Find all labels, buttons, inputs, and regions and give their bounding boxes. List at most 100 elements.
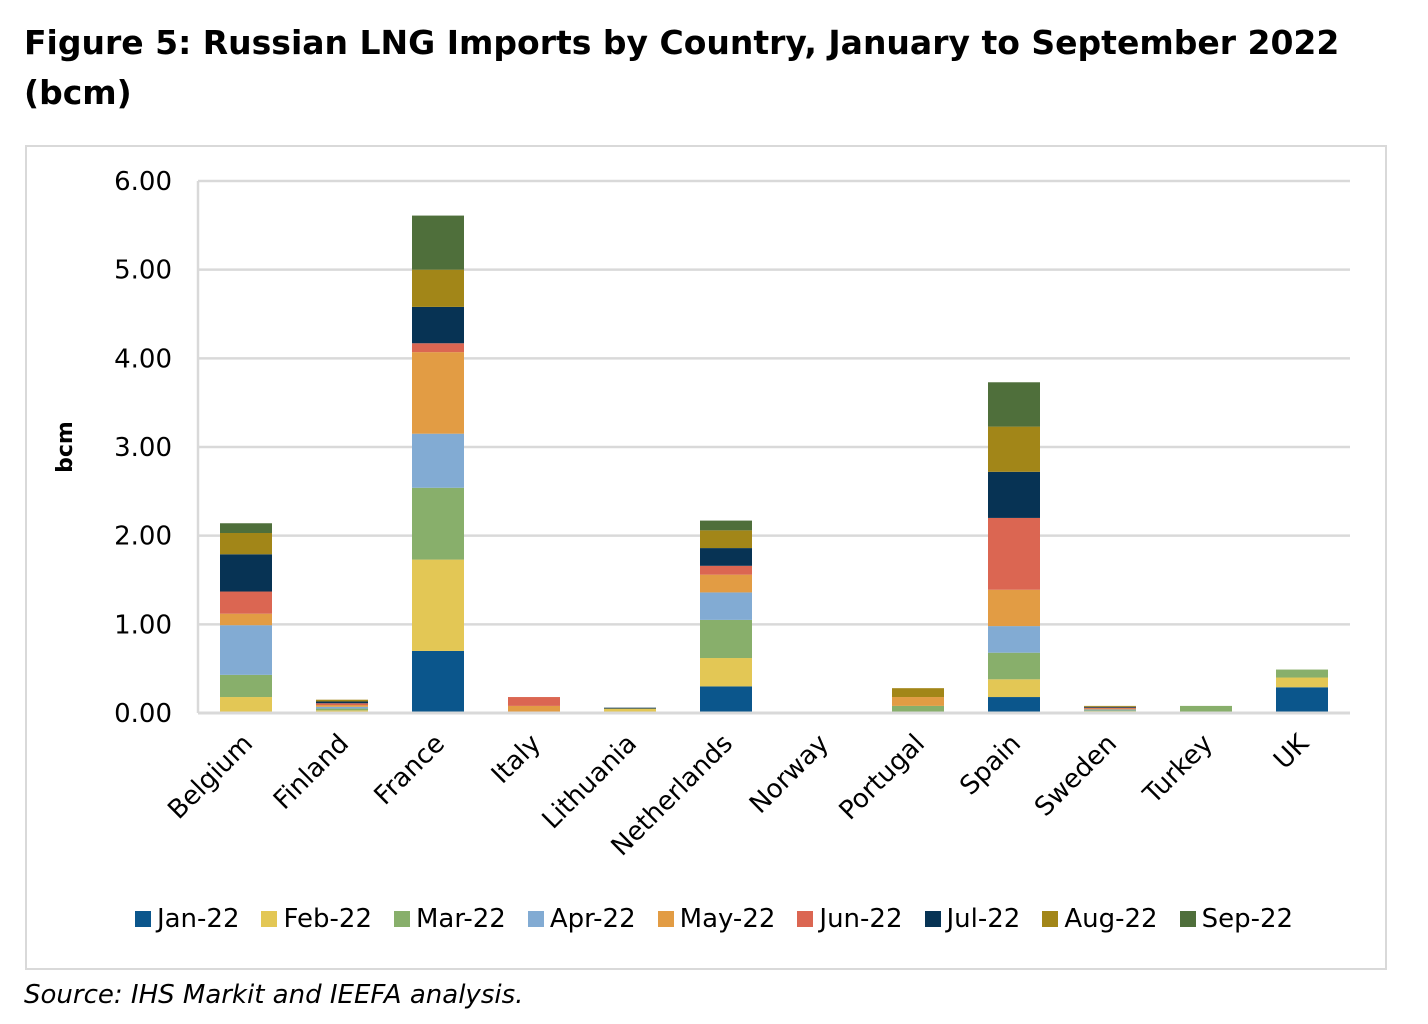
legend-item: Mar-22 <box>393 904 506 934</box>
bar-spain-jan-22 <box>988 697 1040 713</box>
bar-france-sep-22 <box>412 215 464 270</box>
bar-france-aug-22 <box>412 269 464 307</box>
source-note: Source: IHS Markit and IEEFA analysis. <box>24 980 524 1010</box>
chart-title: Figure 5: Russian LNG Imports by Country… <box>24 23 1340 112</box>
bar-netherlands-jun-22 <box>700 565 752 575</box>
bar-spain-sep-22 <box>988 382 1040 427</box>
x-tick-label: Norway <box>744 729 835 820</box>
legend-label: Sep-22 <box>1201 904 1294 934</box>
bar-sweden-may-22 <box>1084 708 1136 710</box>
x-tick-label: UK <box>1268 728 1315 775</box>
legend-swatch <box>797 911 814 927</box>
y-tick-label: 0.00 <box>114 699 172 729</box>
legend-swatch <box>134 911 151 927</box>
bar-spain-may-22 <box>988 589 1040 627</box>
bar-belgium-apr-22 <box>220 625 272 675</box>
x-tick-label: Sweden <box>1029 729 1123 823</box>
bar-portugal-mar-22 <box>892 705 944 713</box>
y-tick-label: 3.00 <box>114 433 172 463</box>
legend-swatch <box>393 911 410 927</box>
bar-sweden-jun-22 <box>1084 707 1136 709</box>
bar-sweden-mar-22 <box>1084 710 1136 712</box>
bar-finland-may-22 <box>316 705 368 707</box>
legend-item: Jun-22 <box>797 904 903 934</box>
y-tick-label: 5.00 <box>114 256 172 286</box>
bar-france-feb-22 <box>412 559 464 651</box>
bar-finland-aug-22 <box>316 699 368 702</box>
legend-swatch <box>924 911 941 927</box>
x-tick-label: Turkey <box>1137 729 1219 811</box>
legend-item: Sep-22 <box>1179 904 1294 934</box>
legend-item: May-22 <box>657 904 776 934</box>
bar-lithuania-jul-22 <box>604 707 656 709</box>
bar-finland-apr-22 <box>316 706 368 709</box>
x-tick-label: Belgium <box>162 729 259 826</box>
bar-spain-aug-22 <box>988 426 1040 472</box>
bar-france-jan-22 <box>412 650 464 713</box>
legend-label: Feb-22 <box>283 904 372 934</box>
bar-spain-jun-22 <box>988 517 1040 590</box>
y-tick-label: 1.00 <box>114 610 172 640</box>
bar-france-apr-22 <box>412 433 464 488</box>
bar-spain-feb-22 <box>988 679 1040 698</box>
bar-netherlands-aug-22 <box>700 530 752 549</box>
bar-belgium-may-22 <box>220 613 272 626</box>
legend-swatch <box>657 911 674 927</box>
legend-label: Jul-22 <box>946 904 1021 934</box>
y-tick-label: 2.00 <box>114 522 172 552</box>
bar-netherlands-jan-22 <box>700 686 752 713</box>
bar-uk-feb-22 <box>1276 677 1328 688</box>
bar-netherlands-feb-22 <box>700 658 752 687</box>
bar-italy-jun-22 <box>508 697 560 706</box>
legend-item: Apr-22 <box>527 904 636 934</box>
x-tick-label: Portugal <box>834 729 931 826</box>
bar-france-may-22 <box>412 352 464 434</box>
bar-belgium-feb-22 <box>220 697 272 713</box>
legend-swatch <box>1042 911 1059 927</box>
x-tick-label: Spain <box>954 729 1027 802</box>
legend-item: Jul-22 <box>924 904 1021 934</box>
y-axis-label: bcm <box>53 421 78 473</box>
bar-netherlands-sep-22 <box>700 520 752 531</box>
bar-belgium-jul-22 <box>220 554 272 592</box>
bar-belgium-mar-22 <box>220 674 272 698</box>
bar-france-jun-22 <box>412 343 464 353</box>
legend-item: Jan-22 <box>134 904 240 934</box>
bar-netherlands-apr-22 <box>700 592 752 620</box>
bar-sweden-jul-22 <box>1084 706 1136 708</box>
legend-item: Feb-22 <box>261 904 372 934</box>
bar-belgium-aug-22 <box>220 533 272 555</box>
x-tick-label: Finland <box>268 729 355 816</box>
bar-finland-mar-22 <box>316 708 368 711</box>
x-tick-label: Italy <box>486 729 547 790</box>
bar-uk-jan-22 <box>1276 687 1328 713</box>
legend: Jan-22 Feb-22 Mar-22 Apr-22 May-22 Jun-22 Jul-… <box>0 904 1428 934</box>
bar-finland-jul-22 <box>316 701 368 704</box>
y-tick-label: 4.00 <box>114 344 172 374</box>
y-tick-label: 6.00 <box>114 167 172 197</box>
bar-france-mar-22 <box>412 487 464 560</box>
bar-netherlands-mar-22 <box>700 619 752 659</box>
bar-finland-jun-22 <box>316 703 368 706</box>
bar-italy-may-22 <box>508 705 560 713</box>
legend-label: Jan-22 <box>156 904 240 934</box>
legend-label: May-22 <box>679 904 776 934</box>
bar-france-jul-22 <box>412 306 464 344</box>
bar-netherlands-jul-22 <box>700 548 752 566</box>
legend-label: Apr-22 <box>549 904 636 934</box>
bar-netherlands-may-22 <box>700 574 752 593</box>
legend-item: Aug-22 <box>1042 904 1158 934</box>
legend-label: Mar-22 <box>415 904 506 934</box>
legend-swatch <box>527 911 544 927</box>
bar-uk-mar-22 <box>1276 669 1328 678</box>
legend-label: Jun-22 <box>819 904 903 934</box>
legend-label: Aug-22 <box>1064 904 1158 934</box>
bar-belgium-jun-22 <box>220 591 272 614</box>
chart-frame <box>25 145 1387 970</box>
bar-spain-mar-22 <box>988 652 1040 680</box>
bar-lithuania-feb-22 <box>604 708 656 713</box>
x-tick-label: France <box>369 729 451 811</box>
legend-swatch <box>1179 911 1196 927</box>
bar-portugal-may-22 <box>892 697 944 706</box>
